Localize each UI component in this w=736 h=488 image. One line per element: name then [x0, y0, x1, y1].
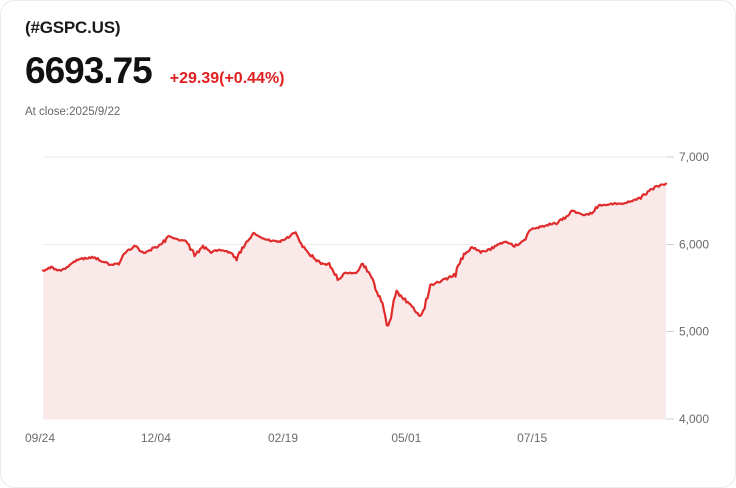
quote-header: (#GSPC.US) 6693.75 +29.39(+0.44%) At clo…	[25, 17, 711, 120]
x-axis-label: 07/15	[517, 431, 547, 445]
y-axis-label: 6,000	[679, 237, 709, 251]
price-row: 6693.75 +29.39(+0.44%)	[25, 49, 711, 93]
last-price: 6693.75	[25, 50, 153, 91]
market-status: At close:2025/9/22	[25, 106, 121, 118]
x-axis-label: 05/01	[391, 431, 421, 445]
y-axis-ticks: 4,000 5,000 6,000 7,000	[666, 150, 709, 426]
x-axis-label: 12/04	[141, 431, 171, 445]
y-axis-label: 5,000	[679, 325, 709, 339]
y-axis-label: 7,000	[679, 150, 709, 164]
page-title: (#GSPC.US)	[25, 18, 121, 37]
price-chart[interactable]: 4,000 5,000 6,000 7,000 09/24 12/04 02/19 05/0…	[1, 141, 735, 451]
y-axis-label: 4,000	[679, 412, 709, 426]
x-axis-label: 02/19	[268, 431, 298, 445]
chart-svg: 4,000 5,000 6,000 7,000 09/24 12/04 02/19 05/0…	[25, 150, 709, 445]
x-axis-label: 09/24	[25, 431, 55, 445]
x-axis-ticks: 09/24 12/04 02/19 05/01 07/15	[25, 431, 548, 445]
price-area-fill	[43, 183, 666, 419]
price-line	[41, 182, 668, 327]
price-change: +29.39(+0.44%)	[169, 70, 285, 87]
